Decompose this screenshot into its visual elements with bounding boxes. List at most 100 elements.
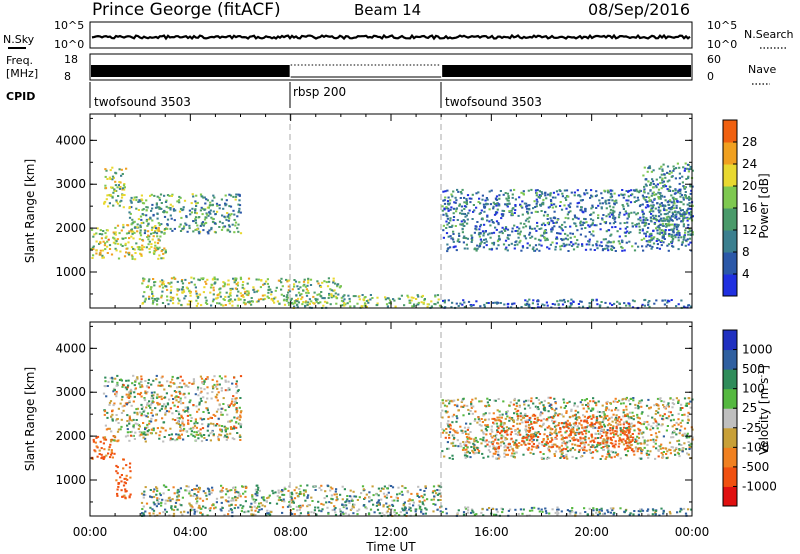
echo-cell [113, 402, 116, 405]
echo-cell [638, 417, 641, 420]
echo-cell [220, 491, 223, 493]
echo-cell [665, 417, 668, 420]
echo-cell [179, 399, 182, 402]
echo-cell [104, 424, 107, 427]
echo-cell [155, 432, 158, 435]
echo-cell [197, 408, 200, 411]
echo-cell [168, 434, 171, 436]
echo-cell [540, 227, 543, 230]
echo-cell [465, 422, 468, 425]
echo-cell [555, 190, 559, 193]
echo-cell [690, 217, 693, 220]
echo-cell [304, 489, 307, 492]
echo-cell [145, 218, 148, 221]
echo-cell [670, 233, 673, 236]
echo-cell [516, 433, 520, 436]
echo-cell [675, 233, 678, 236]
echo-cell [220, 484, 223, 487]
echo-cell [116, 472, 119, 475]
echo-cell [642, 190, 646, 193]
echo-cell [132, 400, 135, 403]
echo-cell [665, 209, 668, 212]
echo-cell [532, 207, 535, 210]
echo-cell [591, 206, 594, 209]
echo-cell [356, 509, 359, 512]
echo-cell [218, 433, 221, 436]
echo-cell [495, 220, 499, 223]
echo-cell [546, 221, 549, 224]
echo-cell [221, 486, 224, 489]
echo-cell [454, 225, 457, 227]
echo-cell [190, 427, 193, 430]
echo-cell [618, 436, 621, 439]
echo-cell [237, 491, 240, 494]
echo-cell [674, 211, 677, 213]
echo-cell [432, 490, 435, 493]
echo-cell [536, 221, 539, 224]
echo-cell [443, 404, 447, 407]
echo-cell [224, 295, 227, 298]
echo-cell [169, 299, 172, 302]
echo-cell [474, 418, 477, 421]
echo-cell [202, 396, 205, 399]
echo-cell [213, 282, 216, 285]
echo-cell [563, 189, 566, 192]
echo-cell [339, 493, 342, 496]
echo-cell [295, 303, 299, 306]
echo-cell [536, 306, 540, 309]
echo-cell [452, 230, 455, 233]
echo-cell [491, 430, 494, 433]
echo-cell [624, 231, 627, 234]
echo-cell [228, 509, 231, 512]
y-tick-label: 3000 [55, 177, 86, 191]
echo-cell [193, 510, 196, 513]
echo-cell [481, 452, 484, 455]
echo-cell [635, 213, 638, 216]
echo-cell [514, 198, 517, 201]
echo-cell [329, 489, 332, 492]
echo-cell [120, 229, 123, 232]
echo-cell [189, 294, 192, 297]
echo-cell [164, 502, 167, 505]
echo-cell [617, 409, 620, 412]
echo-cell [203, 434, 206, 436]
echo-cell [524, 219, 528, 222]
echo-cell [126, 478, 129, 481]
echo-cell [422, 301, 425, 304]
echo-cell [195, 426, 198, 429]
echo-cell [619, 222, 622, 225]
echo-cell [105, 395, 108, 398]
echo-cell [648, 300, 651, 302]
echo-cell [592, 219, 595, 222]
colorbar-tick-label: 20 [742, 179, 757, 193]
echo-cell [152, 379, 155, 382]
echo-cell [92, 248, 95, 251]
echo-cell [673, 234, 676, 237]
echo-cell [540, 223, 544, 226]
echo-cell [646, 443, 649, 446]
echo-cell [518, 241, 521, 244]
echo-cell [133, 226, 136, 229]
echo-cell [122, 223, 125, 226]
echo-cell [323, 280, 326, 283]
echo-cell [612, 246, 616, 249]
echo-cell [486, 215, 489, 218]
echo-cell [431, 491, 434, 494]
echo-cell [217, 417, 220, 420]
echo-cell [507, 195, 510, 198]
echo-cell [280, 490, 283, 493]
echo-cell [153, 391, 156, 394]
echo-cell [499, 190, 502, 192]
echo-cell [362, 504, 365, 507]
echo-cell [483, 223, 486, 226]
echo-cell [182, 409, 185, 412]
echo-cell [672, 237, 675, 240]
echo-cell [503, 449, 506, 452]
echo-cell [183, 382, 186, 385]
echo-cell [155, 203, 158, 206]
echo-cell [466, 455, 469, 458]
echo-cell [624, 235, 627, 238]
echo-cell [177, 433, 180, 436]
echo-cell [174, 396, 177, 399]
echo-cell [480, 209, 483, 212]
